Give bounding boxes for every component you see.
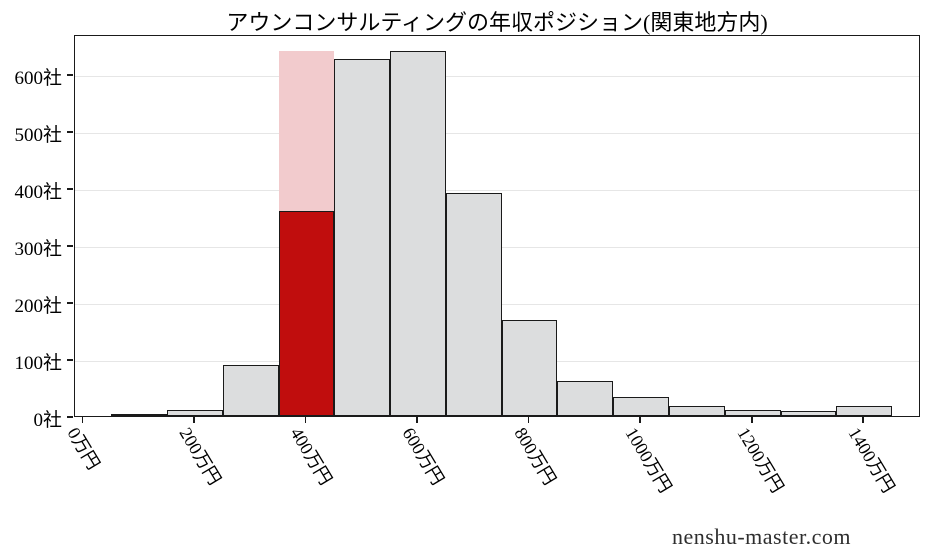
histogram-bar-800 — [501, 320, 558, 416]
y-tick-mark-500 — [67, 130, 73, 133]
x-tick-label-0: 0万円 — [63, 424, 105, 473]
y-tick-label-0: 0社 — [33, 410, 62, 431]
x-tick-mark-200 — [193, 417, 195, 423]
y-tick-mark-200 — [67, 301, 73, 304]
y-tick-label-300: 300社 — [14, 238, 62, 260]
y-tick-mark-100 — [67, 358, 73, 361]
x-tick-label-800: 800万円 — [510, 424, 560, 489]
x-tick-label-1400: 1400万円 — [844, 424, 899, 497]
watermark-text: nenshu-master.com — [672, 524, 851, 549]
y-tick-mark-400 — [67, 187, 73, 190]
x-tick-label-1200: 1200万円 — [733, 424, 788, 497]
x-tick-mark-800 — [527, 417, 530, 423]
x-tick-mark-400 — [304, 417, 307, 423]
y-tick-mark-600 — [67, 73, 73, 76]
histogram-bar-1000 — [613, 397, 670, 416]
x-tick-mark-1200 — [750, 417, 753, 423]
x-tick-mark-1000 — [639, 417, 641, 423]
histogram-bar-1200 — [724, 410, 781, 416]
chart-title: アウンコンサルティングの年収ポジション(関東地方内) — [226, 10, 768, 35]
y-tick-label-600: 600社 — [14, 67, 62, 89]
x-tick-label-600: 600万円 — [398, 424, 449, 489]
x-tick-label-1000: 1000万円 — [621, 424, 676, 497]
histogram-bar-100 — [111, 414, 167, 416]
x-tick-mark-0 — [81, 417, 84, 423]
gridline-500 — [75, 132, 919, 134]
histogram-bar-1300 — [780, 411, 837, 416]
histogram-bar-600 — [390, 51, 446, 416]
histogram-bar-1400 — [836, 406, 893, 416]
x-tick-label-200: 200万円 — [175, 424, 225, 489]
y-tick-mark-300 — [67, 244, 73, 247]
gridline-400 — [75, 189, 919, 191]
x-tick-mark-1400 — [862, 417, 865, 423]
x-tick-mark-600 — [416, 417, 418, 423]
plot-area — [74, 35, 920, 417]
histogram-bar-500 — [334, 58, 391, 416]
x-tick-label-400: 400万円 — [286, 424, 337, 489]
histogram-bar-700 — [445, 193, 502, 416]
y-tick-label-400: 400社 — [14, 181, 62, 203]
y-tick-mark-0 — [67, 416, 73, 418]
gridline-600 — [75, 75, 919, 77]
histogram-bar-300 — [222, 364, 279, 416]
histogram-bar-200 — [166, 409, 223, 416]
histogram-bar-1100 — [669, 406, 725, 416]
histogram-bar-900 — [557, 380, 614, 416]
y-tick-label-100: 100社 — [14, 352, 62, 374]
y-tick-label-200: 200社 — [14, 295, 62, 317]
y-tick-label-500: 500社 — [14, 124, 62, 146]
histogram-bar-highlight-400 — [278, 210, 335, 416]
